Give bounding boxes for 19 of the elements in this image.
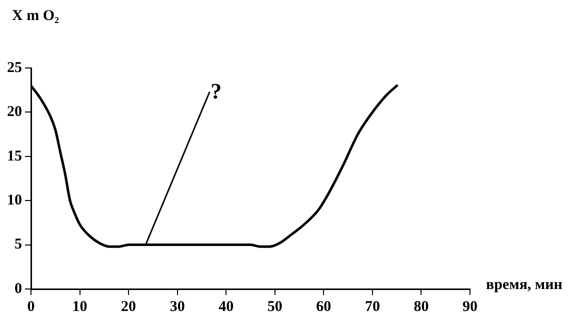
- y-tick-label: 20: [7, 104, 22, 120]
- x-tick-label: 0: [27, 298, 35, 315]
- x-tick-label: 80: [414, 298, 429, 315]
- y-tick-label: 10: [7, 192, 22, 208]
- x-tick-label: 50: [267, 298, 282, 315]
- x-tick-label: 70: [364, 298, 380, 315]
- annotation: ?: [210, 78, 222, 104]
- y-tick-label: 0: [14, 280, 22, 297]
- y-axis-title: X m O₂: [12, 8, 60, 24]
- x-tick-label: 40: [218, 298, 234, 315]
- x-axis-title: время, мин: [486, 276, 563, 293]
- x-tick-label: 90: [462, 298, 478, 315]
- y-tick-label: 25: [7, 60, 22, 76]
- y-tick-label: 5: [14, 236, 22, 253]
- x-tick-label: 30: [170, 298, 185, 315]
- x-tick-label: 60: [316, 298, 332, 315]
- x-tick-label: 10: [72, 298, 88, 315]
- x-tick-label: 20: [121, 298, 136, 315]
- y-tick-label: 15: [7, 148, 22, 164]
